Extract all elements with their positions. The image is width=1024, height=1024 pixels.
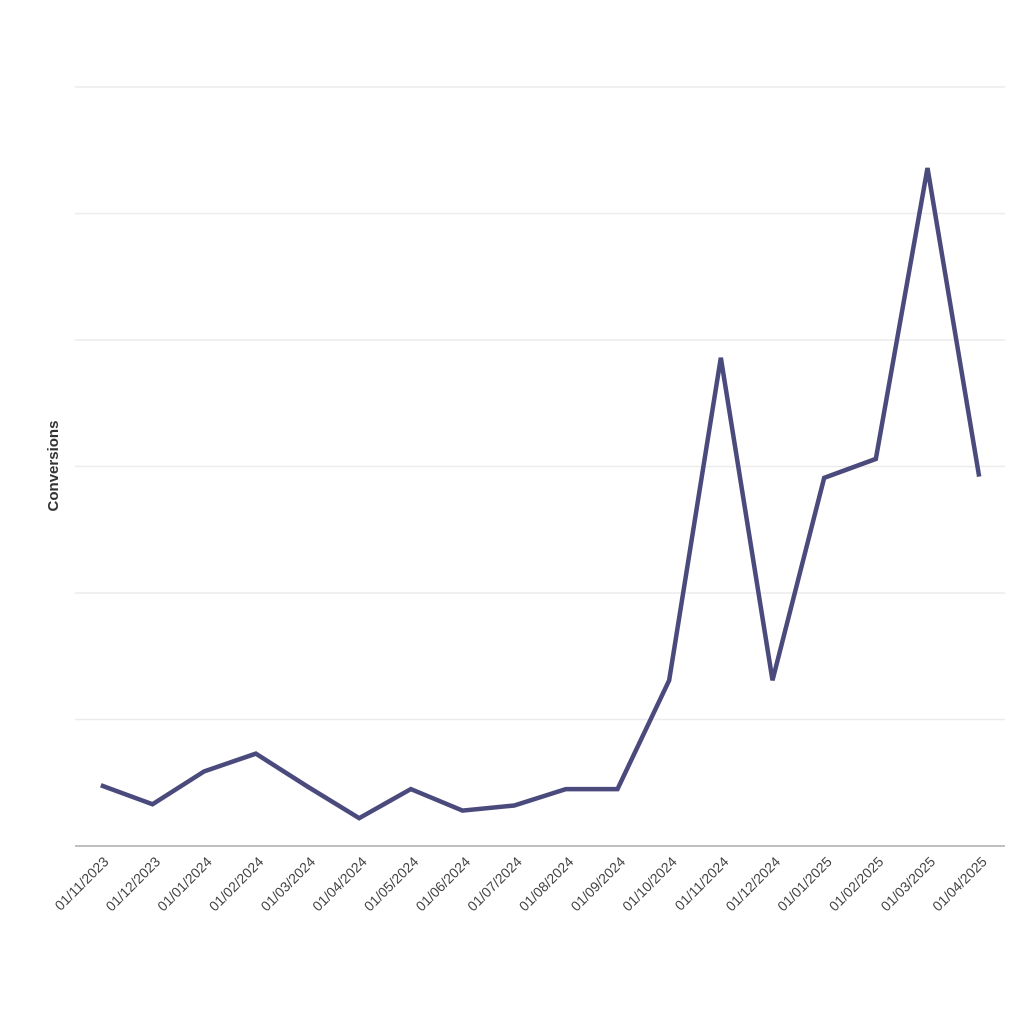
x-tick-label: 01/01/2024 [154,853,215,914]
x-tick-label: 01/02/2025 [826,853,887,914]
x-tick-label: 01/07/2024 [464,853,525,914]
x-tick-label: 01/12/2023 [102,853,163,914]
x-tick-label: 01/03/2025 [877,853,938,914]
x-tick-label: 01/04/2025 [929,853,990,914]
x-tick-label: 01/03/2024 [257,853,318,914]
x-tick-label: 01/01/2025 [774,853,835,914]
x-tick-label: 01/09/2024 [567,853,628,914]
line-series [100,167,982,821]
x-tick-label: 01/08/2024 [516,853,577,914]
x-tick-label: 01/10/2024 [619,853,680,914]
x-tick-label: 01/02/2024 [206,853,267,914]
x-tick-label: 01/06/2024 [412,853,473,914]
x-tick-label: 01/05/2024 [361,853,422,914]
x-tick-label: 01/12/2024 [722,853,783,914]
y-axis-label: Conversions [45,421,62,512]
x-tick-label: 01/04/2024 [309,853,370,914]
